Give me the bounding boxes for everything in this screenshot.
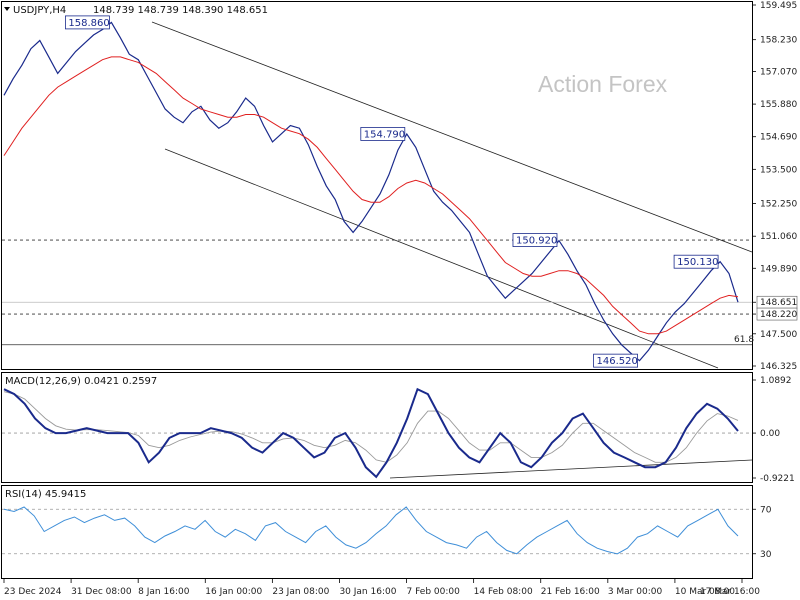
y-axis-tick-label: 148.220: [760, 310, 797, 320]
x-axis-tick-label: 31 Dec 08:00: [71, 587, 132, 597]
macd-tick-label: 1.0892: [760, 376, 792, 386]
rsi-header: RSI(14) 45.9415: [5, 489, 86, 500]
ohlc-header: 148.739 148.739 148.390 148.651: [93, 5, 268, 16]
y-axis-tick-label: 158.230: [760, 36, 797, 46]
x-axis-tick-label: 23 Dec 2024: [4, 587, 62, 597]
dropdown-arrow-icon[interactable]: [4, 7, 10, 11]
y-axis-tick-label: 151.060: [760, 232, 797, 242]
macd-header: MACD(12,26,9) 0.0421 0.2597: [5, 376, 157, 387]
annotation-label: 146.520: [597, 356, 638, 367]
x-axis-tick-label: 14 Feb 08:00: [474, 587, 533, 597]
price-annotation: 158.860: [65, 15, 110, 30]
x-axis-tick-label: 8 Jan 16:00: [138, 587, 190, 597]
annotation-label: 158.860: [68, 18, 109, 29]
y-axis-tick-label: 157.070: [760, 67, 797, 77]
y-axis-tick-label: 159.495: [760, 1, 797, 11]
macd-trend-line: [389, 459, 753, 479]
x-axis-tick-label: 10 Mar 08:00: [675, 587, 735, 597]
x-axis-tick-label: 21 Feb 16:00: [541, 587, 600, 597]
annotation-box: [65, 15, 110, 30]
y-axis-tick-label: 154.690: [760, 133, 797, 143]
macd-tick-label: 0.00: [760, 429, 780, 439]
y-axis-tick-label: 152.250: [760, 200, 797, 210]
macd-panel: [1, 372, 753, 483]
price-annotation: 154.790: [360, 127, 406, 141]
macd-tick-label: -0.9221: [760, 474, 795, 484]
rsi-line: [3, 506, 739, 555]
y-axis-tick-label: 153.500: [760, 165, 797, 175]
price-annotation: 146.520: [593, 353, 638, 368]
price-annotation: 150.920: [512, 233, 558, 247]
annotation-label: 150.130: [677, 257, 718, 268]
x-axis-tick-label: 16 Jan 00:00: [205, 587, 262, 597]
annotation-box: [673, 254, 719, 269]
rsi-tick-label: 30: [760, 550, 772, 560]
y-axis-tick-label: 155.880: [760, 100, 797, 110]
annotation-label: 150.920: [516, 236, 557, 247]
symbol-header: USDJPY,H4: [13, 5, 66, 16]
annotation-box: [360, 127, 406, 141]
x-axis-tick-label: 7 Feb 00:00: [407, 587, 461, 597]
price-tag-box: [756, 307, 798, 321]
y-axis-tick-label: 149.890: [760, 264, 797, 274]
channel-upper-line: [151, 21, 753, 253]
price-annotation: 150.130: [673, 254, 719, 269]
annotation-box: [512, 233, 558, 247]
rsi-tick-label: 70: [760, 505, 772, 515]
y-axis-tick-label: 147.500: [760, 330, 797, 340]
price-series-line: [3, 21, 739, 362]
x-axis-tick-label: 30 Jan 16:00: [339, 587, 396, 597]
x-axis-tick-label: 17 Mar 16:00: [700, 587, 760, 597]
annotation-box: [593, 353, 638, 368]
fib-label: 61.8: [734, 335, 754, 345]
annotation-label: 154.790: [364, 129, 405, 140]
price-panel: [1, 1, 753, 370]
moving-average-line: [3, 56, 739, 335]
watermark: Action Forex: [538, 71, 668, 97]
y-axis-tick-label: 148.651: [760, 298, 797, 308]
rsi-panel: [1, 485, 753, 579]
x-axis-tick-label: 23 Jan 08:00: [272, 587, 329, 597]
x-axis-tick-label: 3 Mar 00:00: [608, 587, 663, 597]
macd-line: [3, 387, 739, 479]
y-axis-tick-label: 146.325: [760, 362, 797, 372]
channel-lower-line: [164, 148, 719, 369]
